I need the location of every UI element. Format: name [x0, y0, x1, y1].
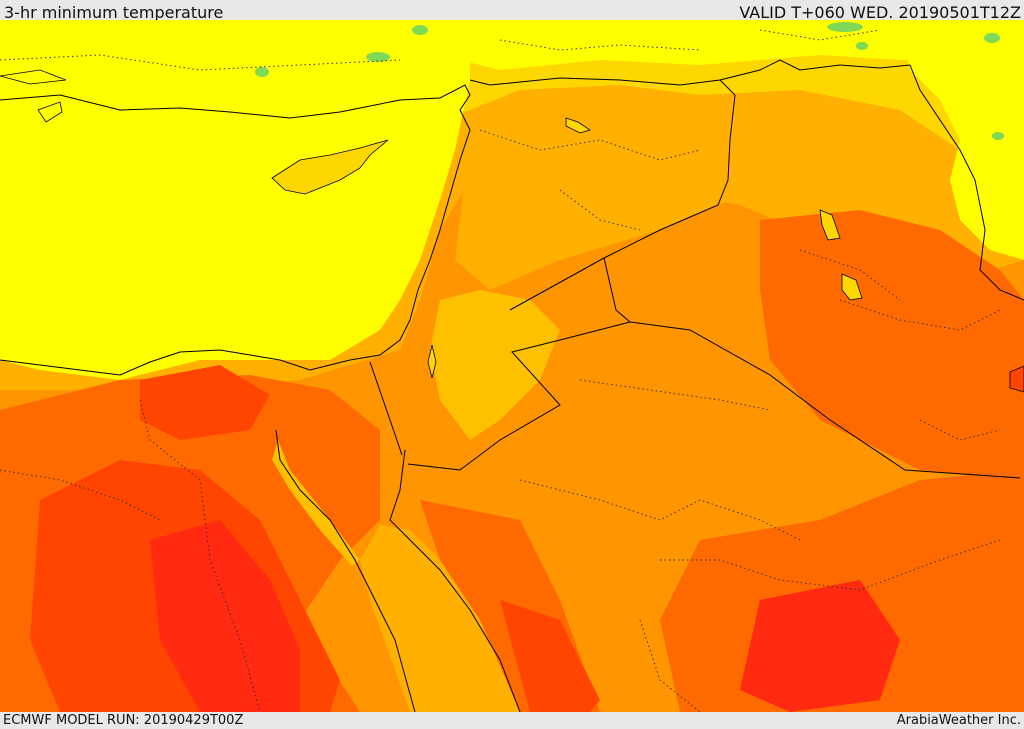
province-line-9 — [839, 299, 1001, 331]
island-west-2 — [0, 69, 67, 85]
model-run-label: ECMWF MODEL RUN: 20190429T00Z — [3, 713, 244, 728]
yellow-zone-north — [0, 20, 1024, 70]
province-line-4 — [519, 479, 801, 541]
temperature-map — [0, 20, 1024, 712]
border-iraq-iran — [909, 64, 1024, 301]
green-patch-1 — [412, 25, 428, 35]
green-patch-5 — [984, 33, 1000, 43]
province-line-14 — [919, 419, 1001, 441]
cyprus-island — [271, 139, 389, 195]
province-line-10 — [799, 249, 901, 301]
map-title: 3-hr minimum temperature — [4, 3, 224, 20]
red-zone-egypt-2 — [150, 520, 300, 712]
lake-iraq-1 — [819, 209, 841, 241]
coastline-red-sea-west — [275, 429, 416, 712]
gulf-of-suez — [272, 440, 360, 566]
dark-orange-zone-iraq — [760, 210, 1024, 480]
green-patch-6 — [992, 132, 1004, 140]
province-line-12 — [499, 39, 701, 51]
persian-gulf-tip — [1009, 365, 1024, 393]
province-line-5 — [660, 539, 1001, 591]
red-zone-saudi-east — [740, 580, 900, 712]
border-jordan — [407, 257, 632, 471]
green-patch-3 — [255, 67, 269, 77]
red-zone-nile-delta — [140, 365, 270, 440]
coastline-red-sea-east — [389, 449, 521, 712]
valid-time-label: VALID T+060 WED. 20190501T12Z — [739, 3, 1021, 20]
border-iraq-saudi — [629, 321, 1021, 479]
border-syria-iraq — [509, 79, 736, 311]
province-line-2 — [559, 189, 641, 231]
lake-syria — [565, 117, 591, 134]
light-orange-zone-syria — [455, 130, 730, 290]
province-line-3 — [579, 379, 771, 411]
dead-sea — [427, 344, 437, 379]
red-sea — [360, 525, 520, 712]
footer-bar: ECMWF MODEL RUN: 20190429T00Z ArabiaWeat… — [0, 712, 1024, 729]
red-zone-saudi-west — [500, 600, 600, 712]
green-patch-7 — [856, 42, 868, 50]
credit-label: ArabiaWeather Inc. — [896, 713, 1021, 728]
green-patch-2 — [366, 52, 390, 62]
coastline-turkey — [0, 84, 471, 376]
island-west-1 — [37, 101, 63, 123]
border-egypt-israel — [369, 361, 403, 456]
province-line-7 — [139, 399, 261, 712]
lake-iraq-2 — [841, 273, 863, 301]
yellow-zone-northeast — [900, 20, 1024, 260]
province-line-6 — [639, 619, 701, 712]
light-zone-jordan — [430, 290, 560, 440]
header-bar: 3-hr minimum temperature VALID T+060 WED… — [0, 0, 1024, 20]
green-patch-4 — [827, 22, 863, 32]
